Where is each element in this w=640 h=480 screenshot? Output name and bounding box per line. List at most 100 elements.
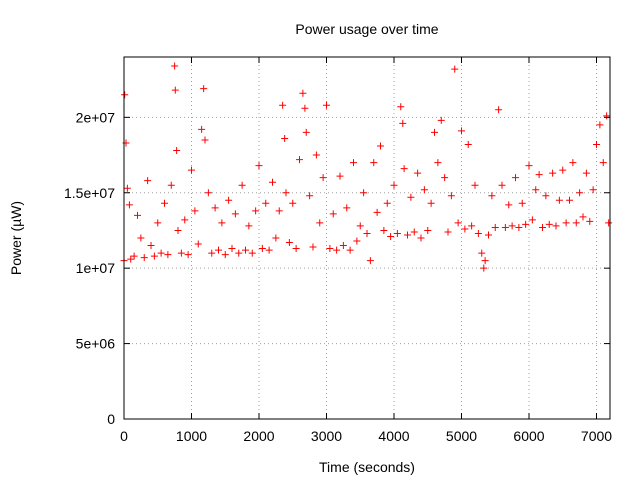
data-point <box>579 213 587 221</box>
data-point <box>319 174 327 182</box>
data-point <box>198 125 206 133</box>
data-point <box>478 249 486 257</box>
data-point <box>167 181 175 189</box>
data-point <box>231 210 239 218</box>
x-tick-label: 1000 <box>176 428 207 444</box>
x-tick-label: 4000 <box>378 428 409 444</box>
data-point <box>481 257 489 265</box>
x-tick-label: 6000 <box>513 428 544 444</box>
data-point <box>566 196 573 204</box>
data-point <box>545 220 553 228</box>
data-point <box>262 199 270 207</box>
x-tick-label: 3000 <box>311 428 342 444</box>
y-axis-ticks: 0 5e+06 1e+07 1.5e+07 2e+07 <box>64 109 610 427</box>
data-point <box>157 249 165 257</box>
x-tick-label: 0 <box>120 428 128 444</box>
data-point <box>333 246 341 254</box>
data-point <box>505 201 513 209</box>
data-point <box>316 219 324 227</box>
x-tick-label: 7000 <box>581 428 612 444</box>
x-axis-ticks: 0 1000 2000 3000 4000 5000 6000 7000 <box>120 57 612 444</box>
data-point <box>532 186 540 194</box>
data-point <box>437 116 445 124</box>
data-point <box>323 101 330 109</box>
data-point <box>258 245 266 253</box>
data-point <box>252 207 260 215</box>
data-point <box>235 249 243 257</box>
data-point <box>582 169 590 177</box>
data-point <box>555 196 563 204</box>
data-point <box>221 251 229 259</box>
data-point <box>464 140 472 148</box>
data-point <box>121 91 129 99</box>
data-point <box>407 193 415 201</box>
data-point <box>123 184 131 192</box>
data-point <box>301 104 309 112</box>
data-point <box>471 181 479 189</box>
data-point <box>312 151 320 159</box>
data-point <box>248 249 256 257</box>
data-point <box>404 231 411 239</box>
y-tick-label: 2e+07 <box>76 109 116 125</box>
data-point <box>171 62 179 70</box>
data-point <box>414 169 422 177</box>
data-point <box>501 223 509 231</box>
data-point <box>599 159 607 167</box>
data-point <box>393 229 401 237</box>
data-point <box>454 219 462 227</box>
data-point <box>528 216 536 224</box>
data-point <box>200 85 208 93</box>
data-point <box>441 174 449 182</box>
data-point <box>498 181 506 189</box>
y-tick-label: 0 <box>107 411 115 427</box>
data-point <box>474 229 482 237</box>
data-point <box>125 201 133 209</box>
x-tick-label: 2000 <box>243 428 274 444</box>
data-point <box>424 226 432 234</box>
data-point <box>399 119 407 127</box>
data-point <box>204 189 212 197</box>
data-point <box>211 204 219 212</box>
data-point <box>130 252 138 260</box>
data-point <box>242 246 249 254</box>
plot-frame <box>123 56 611 420</box>
data-point <box>434 159 442 167</box>
data-point <box>360 189 368 197</box>
data-point <box>127 255 135 263</box>
data-point <box>350 159 357 167</box>
data-point <box>326 245 334 253</box>
data-point <box>164 251 172 259</box>
data-point <box>194 240 202 248</box>
data-point <box>144 177 152 185</box>
data-point <box>451 65 459 73</box>
data-point <box>296 156 303 164</box>
data-point <box>366 257 374 265</box>
data-point <box>140 254 148 262</box>
data-point <box>373 208 381 216</box>
data-point <box>181 216 189 224</box>
data-point <box>329 210 337 218</box>
x-axis-label: Time (seconds) <box>319 459 415 475</box>
data-point <box>431 128 438 136</box>
data-point <box>370 159 378 167</box>
data-points <box>120 62 613 272</box>
data-point <box>208 249 216 257</box>
data-point <box>238 181 246 189</box>
y-tick-label: 5e+06 <box>76 336 116 352</box>
data-point <box>353 237 361 245</box>
data-point <box>468 222 476 230</box>
data-point <box>383 199 391 207</box>
data-point <box>593 140 600 148</box>
data-point <box>390 181 398 189</box>
data-point <box>387 232 395 240</box>
data-point <box>377 142 384 150</box>
data-point <box>491 223 499 231</box>
data-point <box>576 189 584 197</box>
data-point <box>542 192 550 200</box>
data-point <box>218 219 226 227</box>
data-point <box>269 178 276 186</box>
data-point <box>343 204 351 212</box>
data-point <box>174 226 182 234</box>
data-point <box>289 199 297 207</box>
data-point <box>309 243 317 251</box>
